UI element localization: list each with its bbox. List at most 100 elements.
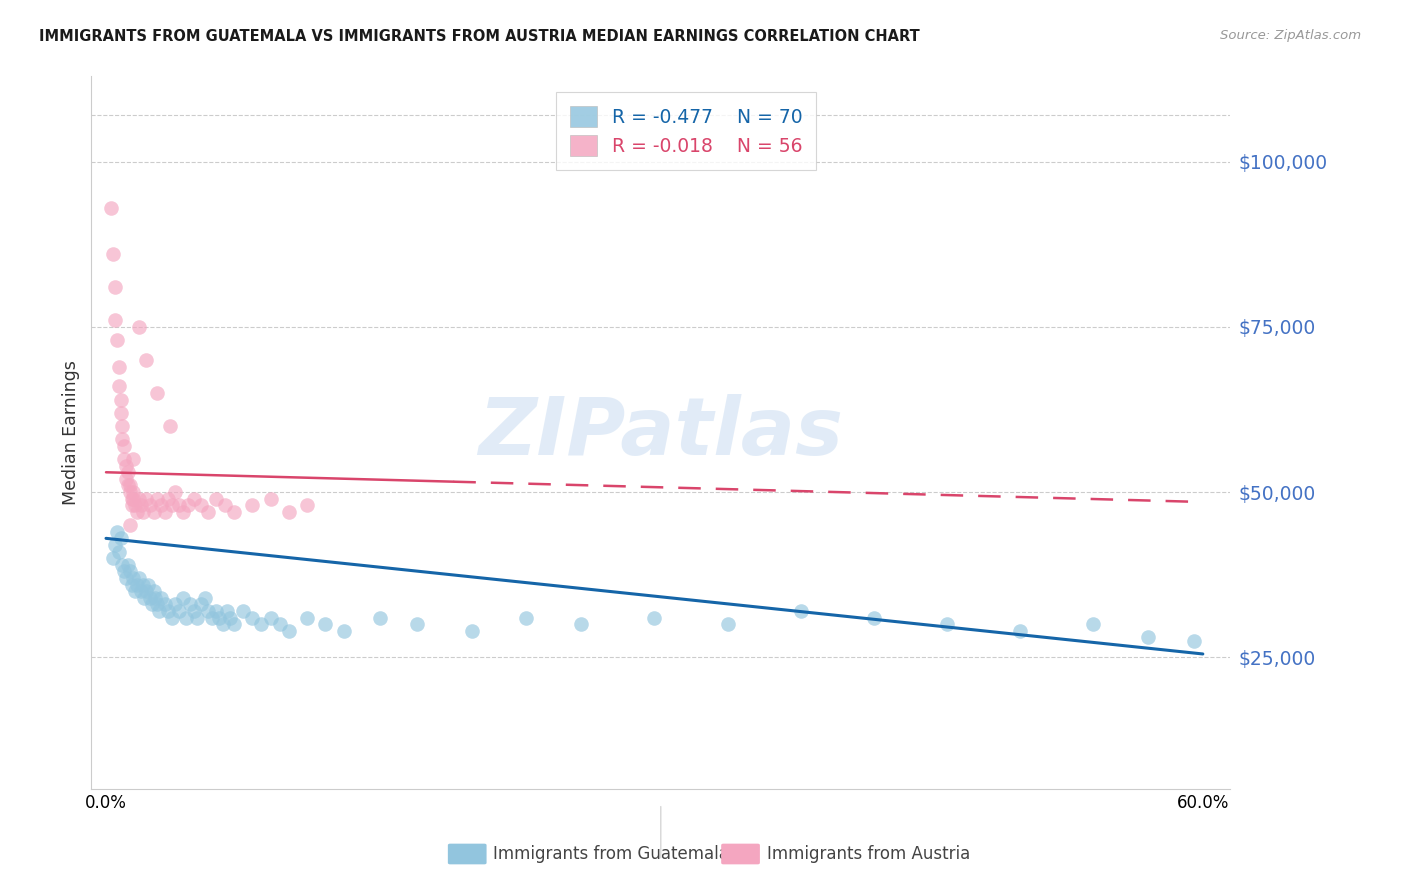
Point xyxy=(135,491,157,506)
Point xyxy=(103,551,125,566)
Point xyxy=(127,505,149,519)
Point xyxy=(129,498,152,512)
Point xyxy=(176,610,198,624)
FancyBboxPatch shape xyxy=(449,844,486,864)
Point xyxy=(139,498,162,512)
Point xyxy=(111,432,134,446)
Point xyxy=(127,577,149,591)
Point xyxy=(146,386,169,401)
Point xyxy=(212,617,235,632)
Point xyxy=(240,498,263,512)
Point xyxy=(862,610,884,624)
Point xyxy=(165,485,187,500)
Point xyxy=(201,610,224,624)
Point xyxy=(1008,624,1031,638)
Point xyxy=(314,617,336,632)
Point xyxy=(190,498,212,512)
Point xyxy=(149,591,172,605)
Point xyxy=(215,604,238,618)
Point xyxy=(157,491,180,506)
Point xyxy=(167,604,190,618)
Point xyxy=(643,610,665,624)
Point xyxy=(232,604,254,618)
Point xyxy=(789,604,811,618)
Point xyxy=(104,313,127,327)
Point xyxy=(108,544,131,558)
Point xyxy=(332,624,354,638)
Point xyxy=(131,505,153,519)
Point xyxy=(368,610,391,624)
Legend: R = -0.477    N = 70, R = -0.018    N = 56: R = -0.477 N = 70, R = -0.018 N = 56 xyxy=(557,93,817,169)
Point xyxy=(204,604,226,618)
Point xyxy=(460,624,482,638)
Point xyxy=(135,584,157,599)
Point xyxy=(179,598,201,612)
Point xyxy=(165,598,187,612)
Point xyxy=(111,419,134,434)
Point xyxy=(117,558,139,572)
Point xyxy=(569,617,592,632)
Point xyxy=(121,498,143,512)
Point xyxy=(145,591,167,605)
Point xyxy=(157,604,180,618)
Point xyxy=(1182,633,1205,648)
Point xyxy=(219,610,242,624)
Point xyxy=(167,498,190,512)
Point xyxy=(295,610,318,624)
Point xyxy=(121,577,143,591)
Point xyxy=(118,565,141,579)
Text: Immigrants from Guatemala: Immigrants from Guatemala xyxy=(494,845,730,863)
Point xyxy=(194,591,217,605)
Point xyxy=(240,610,263,624)
Point xyxy=(222,617,245,632)
Point xyxy=(153,505,176,519)
Point xyxy=(142,584,165,599)
Point xyxy=(115,458,138,473)
Point xyxy=(135,353,157,368)
Point xyxy=(250,617,273,632)
Point xyxy=(105,333,128,347)
Point xyxy=(128,319,150,334)
Point xyxy=(112,565,135,579)
Point xyxy=(112,439,135,453)
Point xyxy=(122,571,145,585)
Point xyxy=(103,247,125,261)
Text: Source: ZipAtlas.com: Source: ZipAtlas.com xyxy=(1220,29,1361,42)
Point xyxy=(117,465,139,479)
Point xyxy=(146,491,169,506)
Point xyxy=(159,419,181,434)
Point xyxy=(129,584,152,599)
Point xyxy=(197,505,219,519)
Point xyxy=(208,610,231,624)
Point xyxy=(142,505,165,519)
Point xyxy=(146,598,169,612)
Point xyxy=(124,584,146,599)
Point xyxy=(716,617,738,632)
Point xyxy=(149,498,172,512)
Point xyxy=(104,280,127,294)
Point xyxy=(204,491,226,506)
Text: ZIPatlas: ZIPatlas xyxy=(478,393,844,472)
Point xyxy=(269,617,291,632)
Point xyxy=(160,498,183,512)
Text: IMMIGRANTS FROM GUATEMALA VS IMMIGRANTS FROM AUSTRIA MEDIAN EARNINGS CORRELATION: IMMIGRANTS FROM GUATEMALA VS IMMIGRANTS … xyxy=(39,29,920,44)
Point xyxy=(117,478,139,492)
Point xyxy=(172,505,194,519)
Point xyxy=(1136,631,1159,645)
Point xyxy=(110,392,132,407)
Point xyxy=(277,624,299,638)
Point xyxy=(110,406,132,420)
Point xyxy=(259,610,281,624)
Point xyxy=(148,604,170,618)
Point xyxy=(515,610,537,624)
Point xyxy=(183,491,205,506)
Point xyxy=(115,571,138,585)
Point xyxy=(295,498,318,512)
Point xyxy=(128,571,150,585)
Point xyxy=(118,518,141,533)
Text: Immigrants from Austria: Immigrants from Austria xyxy=(766,845,970,863)
Point xyxy=(128,491,150,506)
Point xyxy=(186,610,208,624)
Point xyxy=(105,524,128,539)
Point xyxy=(122,491,145,506)
